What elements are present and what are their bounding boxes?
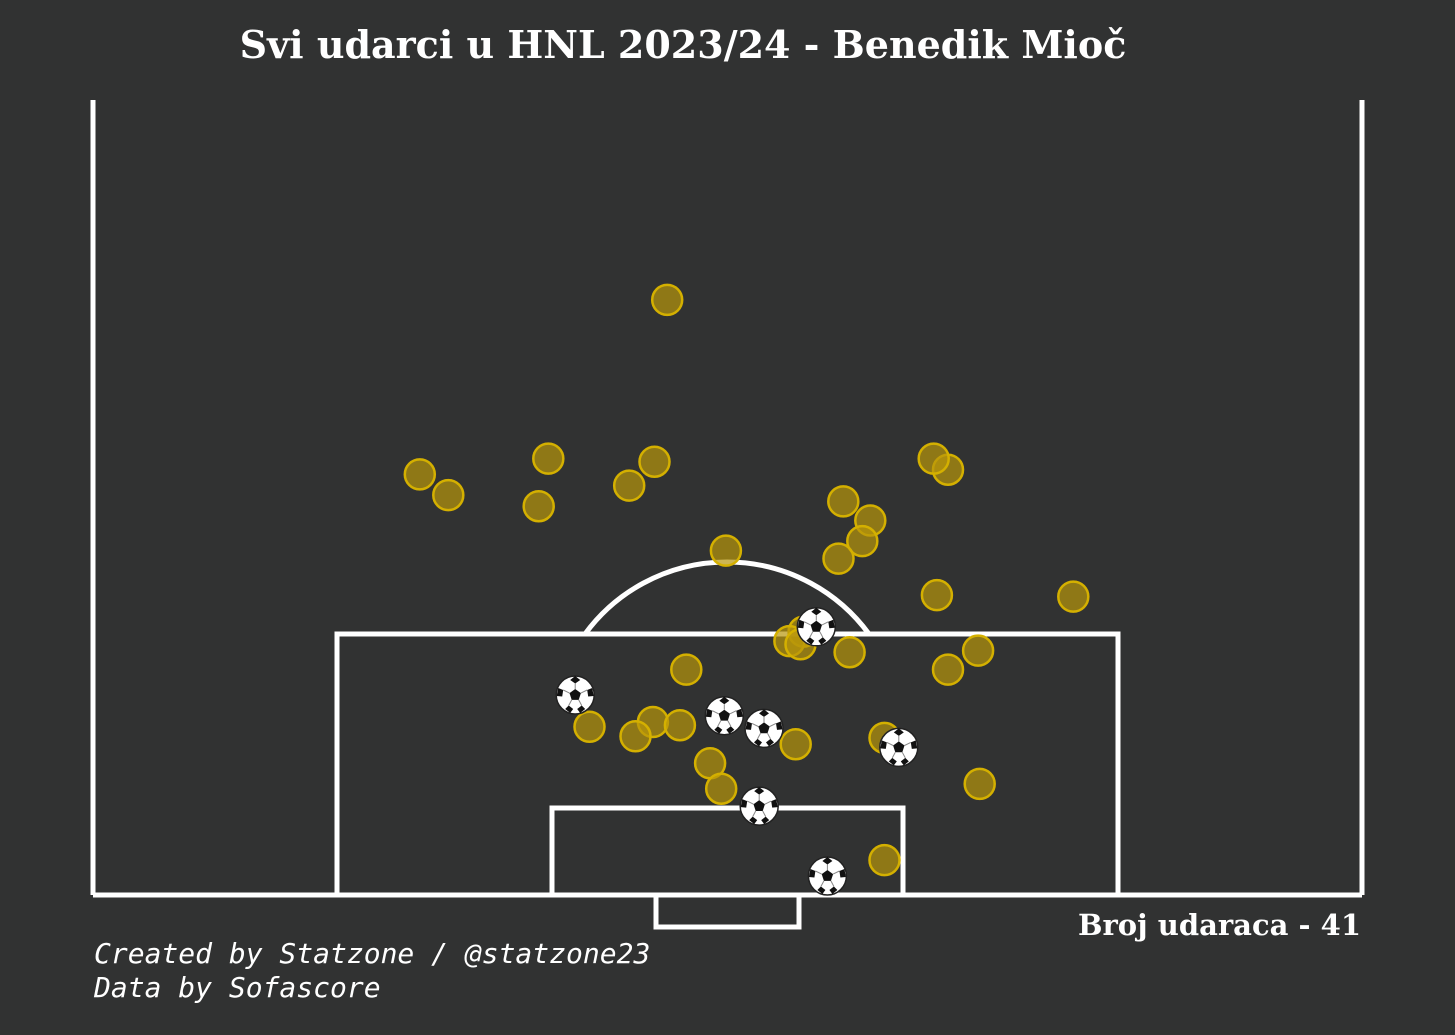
chart-title: Svi udarci u HNL 2023/24 - Benedik Mioč — [239, 22, 1127, 67]
shot-marker — [846, 524, 879, 558]
shot-marker — [522, 489, 555, 523]
shot-marker — [827, 485, 860, 518]
shot-marker — [920, 578, 954, 612]
shot-marker — [670, 653, 703, 686]
shot-marker — [619, 720, 652, 753]
shot-marker — [650, 283, 684, 317]
shots-layer — [403, 283, 1090, 877]
shot-marker — [931, 653, 965, 686]
shot-marker — [779, 727, 812, 761]
goal-football-icon — [704, 695, 745, 736]
shot-marker — [963, 767, 996, 801]
shot-marker — [868, 843, 901, 877]
shot-marker — [1057, 580, 1090, 613]
shot-marker — [917, 442, 950, 475]
shot-marker — [532, 442, 565, 475]
shot-marker — [403, 458, 437, 491]
shot-marker — [709, 534, 743, 567]
shot-marker — [612, 469, 646, 502]
goal-football-icon — [739, 786, 779, 826]
six-yard-box — [549, 805, 906, 898]
shot-marker — [638, 445, 671, 478]
goal-football-icon — [879, 727, 919, 768]
shot-marker — [704, 772, 738, 805]
shot-marker — [432, 478, 465, 512]
shot-marker — [663, 708, 697, 742]
goal-football-icon — [807, 856, 848, 896]
shot-marker — [573, 710, 606, 744]
shot-marker — [961, 634, 995, 667]
goal-football-icon — [744, 708, 784, 749]
shot-marker — [833, 635, 866, 669]
goal-football-icon — [555, 675, 595, 715]
goal-football-icon — [796, 607, 837, 647]
goal-frame — [653, 892, 802, 930]
data-source-line: Data by Sofascore — [94, 971, 381, 1004]
credit-line: Created by Statzone / @statzone23 — [94, 937, 651, 970]
shot-marker — [822, 542, 855, 575]
penalty-area — [334, 631, 1121, 898]
shot-count-label: Broj udaraca - 41 — [1078, 908, 1361, 942]
